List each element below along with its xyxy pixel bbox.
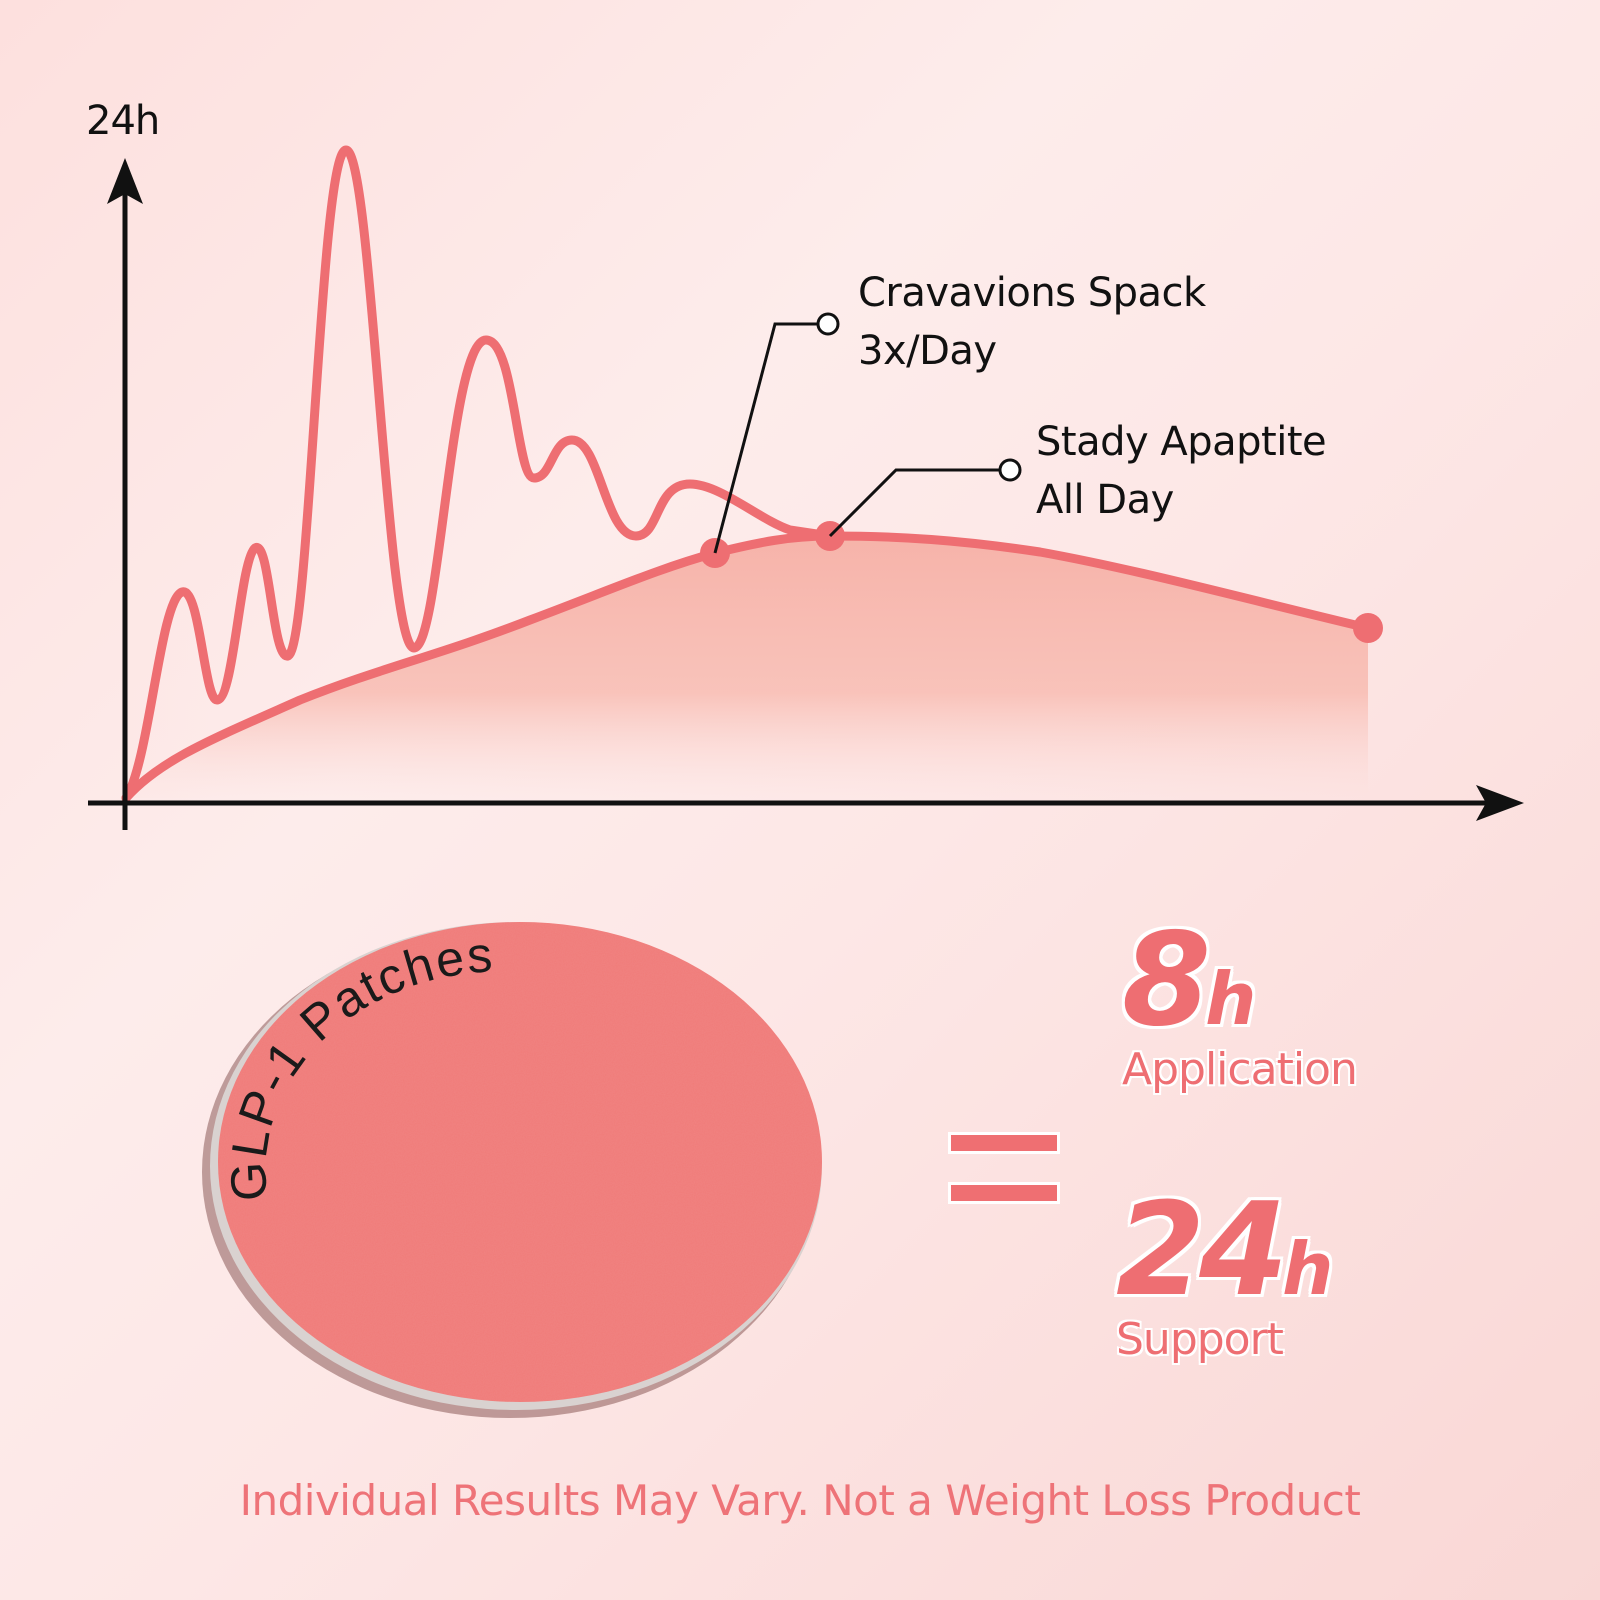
disclaimer-text: Individual Results May Vary. Not a Weigh… (239, 1476, 1361, 1525)
chart-graphic (88, 145, 1524, 830)
y-axis-arrow (107, 158, 143, 204)
support-hours-unit: h (1282, 1227, 1334, 1311)
application-stat: 8h Application (1122, 917, 1358, 1096)
cravings-callout: Cravavions Spack 3x/Day (858, 264, 1206, 380)
cravings-callout-frequency: 3x/Day (858, 328, 997, 374)
support-stat: 24h Support (1116, 1187, 1334, 1366)
cravings-leader-line (713, 322, 818, 554)
application-hours-number: 8 (1122, 906, 1211, 1055)
steady-leader-line (828, 468, 1000, 538)
x-axis-arrow (1476, 785, 1524, 821)
cravings-snack-line (121, 145, 835, 803)
equals-sign (948, 1132, 1060, 1208)
patch-disc (218, 922, 822, 1402)
application-caption: Application (1122, 1044, 1358, 1095)
application-hours-unit: h (1205, 957, 1257, 1041)
patch-graphic: GLP-1 Patches (202, 922, 822, 1418)
cravings-callout-title: Cravavions Spack (858, 270, 1206, 316)
patch-illustration: GLP-1 Patches (180, 900, 840, 1420)
steady-callout-title: Stady Apaptite (1036, 419, 1327, 465)
steady-callout: Stady Apaptite All Day (1036, 413, 1327, 529)
support-caption: Support (1116, 1314, 1284, 1365)
y-axis-label: 24h (86, 98, 160, 144)
end-marker-dot (1353, 613, 1383, 643)
steady-callout-frequency: All Day (1036, 477, 1174, 523)
cravings-chart: 24h Cravavions Spack 3x/Day Stady Apapti… (86, 98, 1524, 830)
support-hours-number: 24 (1116, 1176, 1288, 1325)
